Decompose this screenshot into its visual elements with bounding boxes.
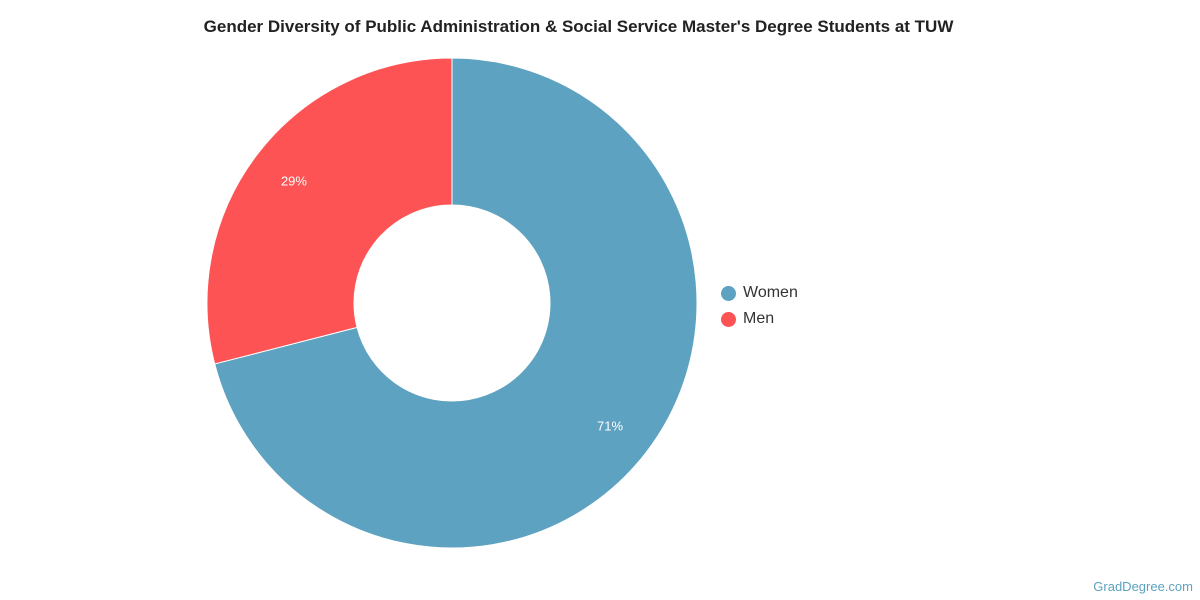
legend: Women Men	[721, 280, 798, 332]
legend-label-men: Men	[743, 310, 775, 327]
legend-item-women[interactable]: Women	[721, 280, 798, 306]
chart-title: Gender Diversity of Public Administratio…	[203, 17, 954, 36]
legend-label-women: Women	[743, 284, 798, 301]
data-label-women: 71%	[597, 419, 623, 434]
slice-women[interactable]	[214, 57, 698, 549]
slice-men[interactable]	[206, 57, 453, 365]
watermark: GradDegree.com	[1093, 579, 1193, 594]
legend-swatch-men	[721, 311, 736, 327]
legend-swatch-women	[721, 285, 736, 301]
legend-item-men[interactable]: Men	[721, 306, 798, 332]
data-label-men: 29%	[281, 173, 307, 188]
